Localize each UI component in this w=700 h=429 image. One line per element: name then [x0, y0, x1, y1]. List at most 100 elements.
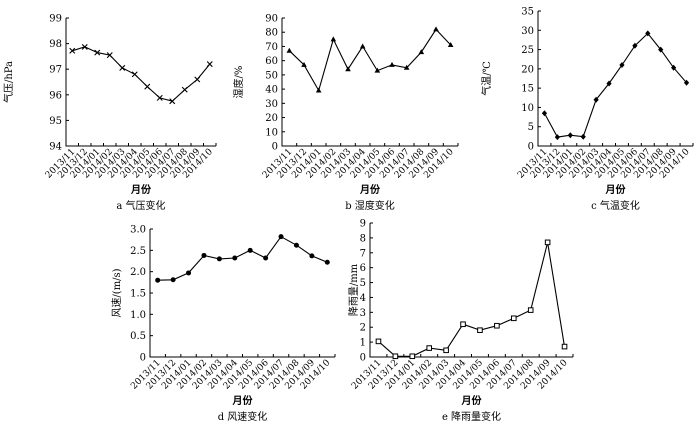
data-point [201, 252, 207, 258]
data-point [69, 47, 76, 54]
y-tick-label: 6 [360, 263, 366, 274]
data-point [106, 52, 113, 59]
y-tick-label: 0 [528, 142, 534, 153]
y-tick-label: 90 [265, 14, 278, 25]
data-point [263, 255, 269, 261]
y-tick-label: 5 [528, 122, 534, 133]
data-point [119, 64, 126, 71]
data-point [155, 277, 161, 283]
data-point [494, 322, 500, 329]
x-axis-label: 月份 [461, 394, 483, 407]
data-point [606, 80, 612, 87]
data-point [510, 315, 517, 322]
y-tick-label: 0 [360, 353, 366, 364]
chart-humidity: 湿度/% 月份 b 湿度变化 01020304050607080902013/1… [232, 14, 459, 212]
data-point [216, 256, 222, 262]
data-point [186, 270, 192, 276]
y-tick-label: 30 [521, 26, 534, 37]
data-point [392, 353, 399, 360]
data-point [232, 255, 238, 261]
y-axis-label: 气温/℃ [480, 61, 493, 96]
chart-caption: a 气压变化 [116, 199, 165, 212]
chart-wind-speed: 风速/(m/s) 月份 d 风速变化 00.51.01.52.02.53.020… [111, 225, 336, 423]
y-tick-label: 94 [49, 142, 62, 153]
data-point [293, 242, 299, 248]
series-line [288, 28, 452, 92]
y-axis-label: 气压/hPa [2, 61, 15, 103]
y-tick-label: 99 [49, 14, 62, 25]
chart-rainfall: 降雨量/mm 月份 e 降雨量变化 01234567892013/112013/… [347, 219, 574, 423]
data-point [330, 36, 337, 42]
y-tick-label: 40 [265, 85, 278, 96]
data-point [544, 239, 551, 246]
chart-caption: c 气温变化 [591, 199, 640, 212]
data-point [645, 30, 651, 37]
y-tick-label: 97 [49, 65, 62, 76]
y-tick-label: 7 [360, 248, 366, 259]
y-tick-label: 25 [521, 45, 534, 56]
data-point [580, 133, 586, 140]
y-tick-label: 35 [521, 7, 534, 18]
data-point [671, 64, 677, 71]
data-point [278, 234, 284, 240]
data-point [409, 353, 416, 360]
data-point [94, 49, 101, 56]
plot-axes [369, 223, 573, 358]
data-point [658, 46, 664, 53]
series-line [378, 242, 566, 357]
data-point [403, 64, 410, 70]
plot-axes [537, 11, 693, 147]
chart-pressure: 气压/hPa 月份 a 气压变化 9495969798992013/112013… [2, 14, 217, 212]
y-tick-label: 96 [49, 90, 62, 101]
y-tick-label: 20 [521, 64, 534, 75]
y-tick-label: 2.0 [130, 267, 146, 278]
data-point [527, 307, 534, 313]
data-point [170, 277, 176, 283]
data-point [309, 253, 315, 259]
data-point [683, 79, 690, 86]
chart-caption: d 风速变化 [218, 410, 268, 423]
data-point [426, 345, 433, 351]
data-point [169, 98, 176, 105]
series-line [157, 235, 328, 281]
y-tick-label: 0.5 [130, 331, 146, 342]
y-tick-label: 95 [49, 116, 62, 127]
data-point [460, 321, 466, 328]
series-line [544, 32, 687, 138]
data-point [541, 110, 548, 117]
y-tick-label: 0 [140, 353, 146, 364]
x-axis-label: 月份 [605, 183, 627, 196]
y-tick-label: 15 [521, 84, 534, 95]
y-axis-label: 湿度/% [232, 66, 245, 99]
data-point [144, 83, 151, 90]
y-tick-label: 9 [360, 219, 366, 230]
y-axis-label: 风速/(m/s) [111, 268, 123, 317]
data-point [632, 42, 638, 49]
data-point [156, 94, 163, 101]
x-axis-label: 月份 [232, 394, 254, 407]
y-tick-label: 4 [360, 293, 366, 304]
data-point [433, 26, 439, 32]
data-point [374, 67, 381, 73]
data-point [324, 259, 330, 265]
data-point [286, 47, 293, 53]
data-point [561, 343, 568, 350]
data-point [447, 42, 454, 48]
data-point [389, 61, 395, 67]
y-tick-label: 2.5 [130, 246, 146, 257]
y-tick-label: 2 [360, 323, 366, 334]
y-tick-label: 3 [360, 308, 366, 319]
data-point [194, 76, 201, 83]
plot-axes [149, 229, 335, 358]
y-tick-label: 10 [265, 127, 278, 138]
y-tick-label: 1.0 [130, 310, 146, 321]
y-tick-label: 20 [265, 113, 278, 124]
data-point [206, 61, 213, 68]
series-line [72, 46, 211, 102]
y-tick-label: 80 [265, 28, 278, 39]
y-tick-label: 60 [265, 56, 278, 67]
x-axis-label: 月份 [359, 183, 381, 196]
y-tick-label: 30 [265, 99, 278, 110]
data-point [554, 134, 560, 141]
